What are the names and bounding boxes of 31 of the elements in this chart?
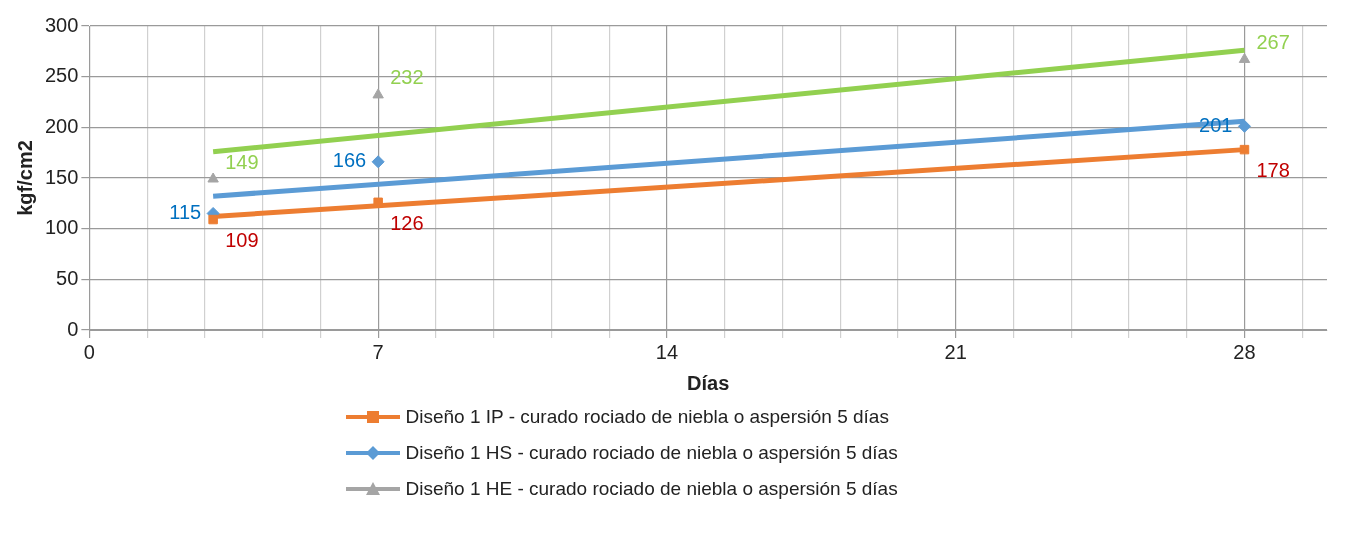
- x-tick-label: 28: [1233, 340, 1256, 363]
- y-axis-title: kgf/cm2: [13, 140, 36, 216]
- x-tick-label: 0: [83, 340, 95, 363]
- y-tick-label: 100: [44, 216, 79, 239]
- point: [207, 172, 219, 183]
- y-tick-label: 250: [44, 64, 79, 87]
- point: [1238, 52, 1251, 63]
- legend-label: Diseño 1 HE - curado rociado de niebla o aspersión 5 días: [405, 478, 898, 500]
- y-tick-label: 300: [44, 13, 79, 36]
- data-label: 126: [390, 211, 424, 234]
- y-tick-label: 0: [67, 317, 79, 340]
- point: [1237, 119, 1251, 133]
- x-tick-label: 14: [655, 340, 679, 363]
- x-tick-label: 21: [944, 340, 967, 363]
- data-label: 178: [1256, 159, 1290, 182]
- x-axis-title: Días: [687, 371, 730, 394]
- legend-label: Diseño 1 HS - curado rociado de niebla o aspersión 5 días: [405, 442, 898, 464]
- point: [371, 155, 385, 169]
- legend-label: Diseño 1 IP - curado rociado de niebla o aspersión 5 días: [405, 406, 889, 428]
- data-label: 115: [169, 200, 202, 223]
- data-label: 267: [1256, 30, 1290, 53]
- y-tick-label: 150: [44, 165, 79, 188]
- data-label: 109: [225, 229, 259, 252]
- x-tick-label: 7: [372, 340, 384, 363]
- point: [372, 88, 384, 99]
- data-label: 149: [225, 150, 259, 173]
- y-tick-label: 50: [56, 266, 79, 289]
- point: [208, 214, 218, 225]
- point: [1239, 144, 1250, 155]
- data-label: 166: [332, 149, 367, 172]
- y-tick-label: 200: [44, 114, 79, 137]
